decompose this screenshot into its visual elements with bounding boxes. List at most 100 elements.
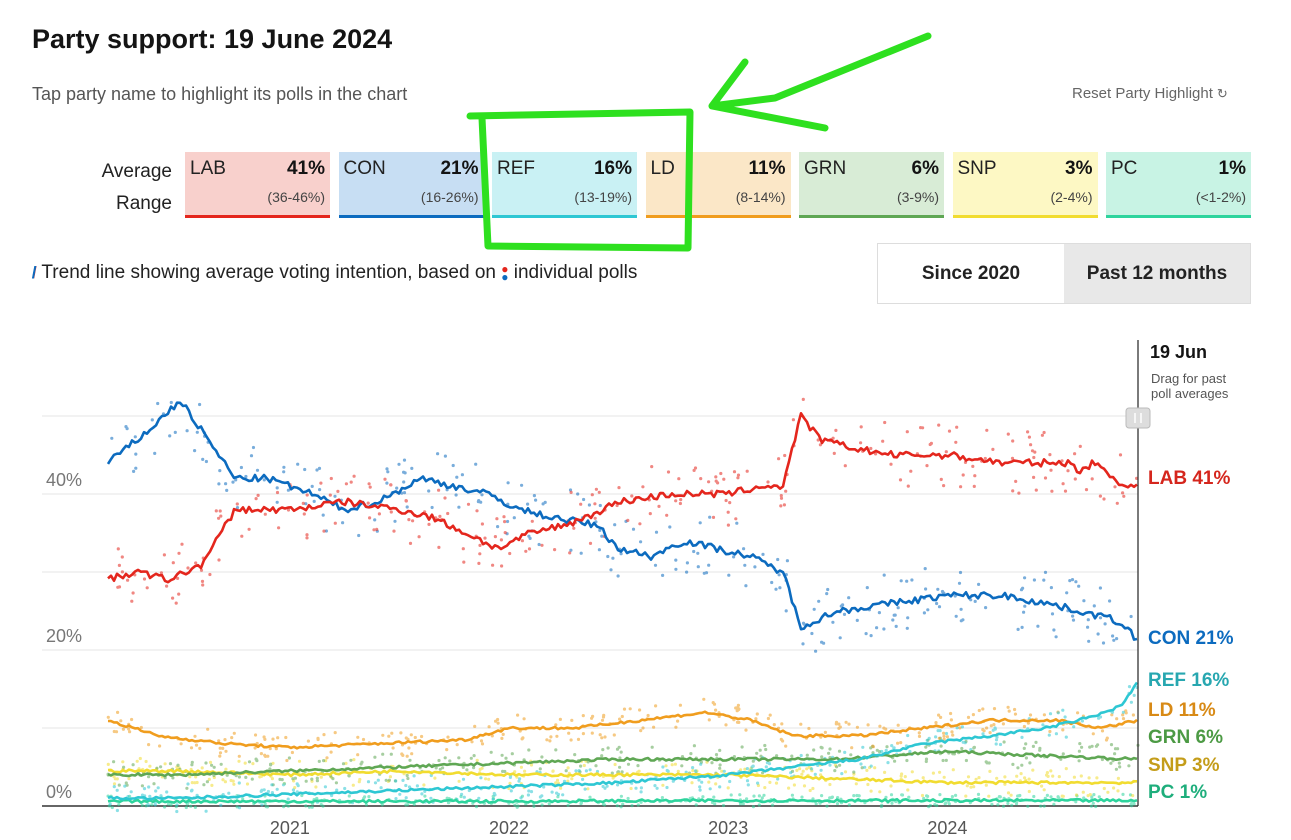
poll-dot — [1032, 455, 1036, 460]
poll-dot — [1011, 489, 1015, 493]
poll-dot — [615, 804, 619, 808]
poll-dot — [600, 718, 605, 722]
past-12-months-option[interactable]: Past 12 months — [1064, 244, 1250, 303]
poll-dot — [235, 502, 239, 506]
poll-dot — [523, 769, 527, 773]
poll-dot — [478, 543, 482, 547]
party-card-ld[interactable]: LD 11% (8-14%) — [645, 152, 791, 218]
poll-dot — [899, 579, 903, 583]
party-card-lab[interactable]: LAB 41% (36-46%) — [185, 152, 330, 218]
poll-dot — [479, 739, 484, 743]
poll-dot — [270, 791, 274, 795]
poll-dot — [945, 735, 950, 739]
poll-dot — [646, 713, 650, 718]
poll-dot — [429, 796, 433, 800]
reset-highlight-button[interactable]: Reset Party Highlight ↻ — [1072, 85, 1228, 102]
drag-handle-box[interactable] — [1125, 407, 1151, 429]
poll-dot — [754, 717, 758, 721]
poll-dot — [606, 554, 610, 559]
poll-dot — [1034, 488, 1038, 492]
poll-dot — [1011, 762, 1015, 766]
poll-dot — [1048, 729, 1052, 734]
poll-dot — [860, 766, 864, 770]
poll-dot — [277, 526, 281, 530]
poll-dot — [513, 770, 517, 774]
poll-dot — [389, 483, 393, 487]
poll-dot — [389, 510, 393, 514]
poll-dot — [676, 719, 680, 723]
poll-dot — [1019, 772, 1023, 776]
poll-dot — [724, 723, 728, 727]
since-2020-option[interactable]: Since 2020 — [878, 244, 1064, 303]
poll-dot — [229, 778, 233, 783]
poll-dots-pc — [106, 792, 1136, 810]
poll-dot — [619, 805, 623, 809]
poll-dot — [906, 616, 910, 620]
x-tick-label: 2021 — [270, 818, 310, 838]
poll-dot — [1029, 443, 1033, 447]
poll-dot — [1007, 709, 1011, 713]
poll-dot — [304, 502, 308, 506]
poll-dot — [1086, 618, 1090, 622]
poll-dot — [889, 793, 894, 797]
poll-dot — [581, 714, 585, 718]
poll-dot — [1006, 791, 1011, 795]
party-card-ref[interactable]: REF 16% (13-19%) — [492, 152, 637, 218]
poll-dot — [712, 795, 716, 799]
party-card-snp[interactable]: SNP 3% (2-4%) — [952, 152, 1098, 218]
poll-dot — [568, 488, 573, 492]
poll-dot — [1009, 793, 1013, 797]
poll-dot — [315, 776, 319, 780]
poll-dot — [866, 723, 870, 727]
poll-dot — [1061, 708, 1065, 712]
poll-dot — [112, 785, 116, 789]
poll-dot — [1132, 693, 1136, 697]
poll-dot — [159, 571, 163, 575]
poll-dot — [1020, 763, 1024, 767]
poll-dot — [383, 477, 387, 481]
poll-dot — [910, 578, 914, 582]
poll-dot — [1027, 777, 1031, 781]
poll-dot — [500, 753, 504, 757]
poll-dot — [826, 587, 830, 592]
poll-dot — [509, 789, 513, 793]
poll-dot — [1042, 713, 1046, 717]
poll-chart[interactable]: 0% 20% 40% 2021 2022 2023 2024 19 Jun Drag for p… — [0, 330, 1291, 840]
poll-dot — [621, 802, 625, 806]
poll-dot — [263, 512, 267, 516]
time-range-toggle: Since 2020 Past 12 months — [877, 243, 1251, 304]
poll-dot — [398, 792, 402, 796]
poll-dot — [566, 779, 570, 783]
party-card-con[interactable]: CON 21% (16-26%) — [338, 152, 484, 218]
poll-dot — [812, 607, 816, 611]
party-card-grn[interactable]: GRN 6% (3-9%) — [799, 152, 944, 218]
poll-dot — [847, 803, 851, 807]
poll-dot — [763, 743, 767, 748]
poll-dot — [247, 760, 252, 764]
poll-dot — [942, 731, 946, 735]
poll-dot — [169, 803, 173, 807]
poll-dot — [1020, 735, 1024, 739]
drag-handle-icon[interactable] — [1125, 407, 1151, 429]
poll-dot — [333, 521, 337, 525]
poll-dot — [116, 547, 120, 551]
poll-dot — [436, 452, 440, 456]
poll-dot — [934, 735, 938, 739]
poll-dot — [554, 748, 558, 752]
poll-dot — [779, 737, 783, 741]
poll-dot — [746, 783, 750, 787]
poll-dot — [1048, 453, 1052, 457]
poll-dot — [711, 515, 716, 519]
poll-dot — [295, 782, 299, 786]
poll-dot — [357, 780, 361, 784]
poll-dot — [349, 758, 353, 762]
poll-dot — [844, 720, 848, 724]
party-average: 3% — [1065, 158, 1093, 179]
poll-dot — [639, 800, 643, 804]
poll-dot — [491, 797, 495, 801]
poll-dot — [612, 733, 616, 737]
poll-dot — [405, 754, 409, 758]
poll-dot — [121, 727, 125, 731]
party-card-pc[interactable]: PC 1% (<1-2%) — [1106, 152, 1251, 218]
poll-dot — [286, 488, 290, 492]
